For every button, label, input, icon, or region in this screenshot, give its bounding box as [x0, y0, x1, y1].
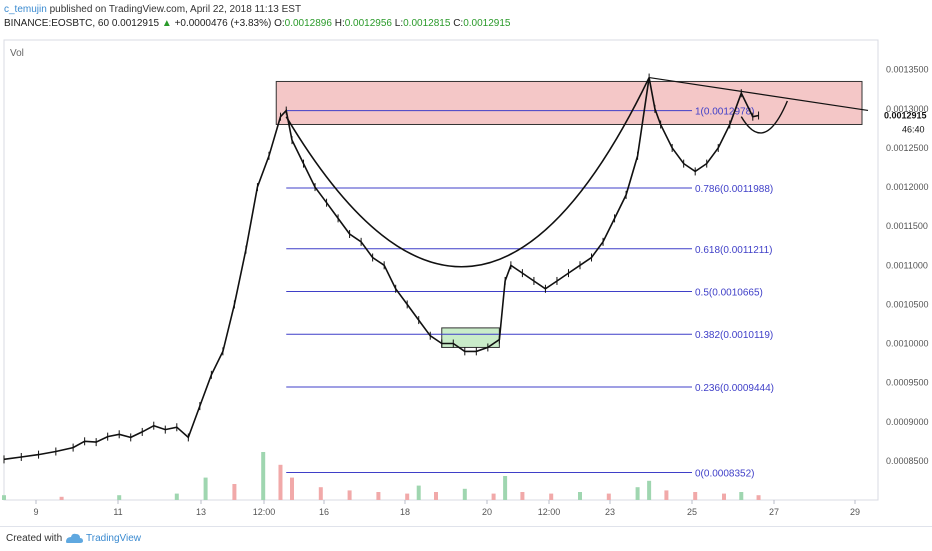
volume-bar [318, 487, 323, 500]
x-tick-label: 12:00 [538, 507, 561, 517]
y-tick-label: 0.0010000 [886, 339, 929, 349]
volume-bar [347, 490, 352, 500]
volume-bar [664, 490, 669, 500]
tradingview-brand[interactable]: TradingView [86, 533, 142, 544]
open-value: 0.0012896 [284, 18, 332, 29]
high-label: H: [334, 18, 345, 29]
change-value: +0.0000476 (+3.83%) [174, 18, 272, 29]
cup-curve [285, 77, 650, 268]
volume-bar [278, 464, 283, 500]
volume-bar [462, 488, 467, 500]
y-tick-label: 0.0012000 [886, 182, 929, 192]
volume-bar [635, 487, 640, 500]
y-tick-label: 0.0008500 [886, 456, 929, 466]
x-tick-label: 12:00 [253, 507, 276, 517]
high-value: 0.0012956 [344, 18, 392, 29]
fib-label: 0.5(0.0010665) [695, 288, 763, 299]
fib-label: 0.382(0.0010119) [695, 330, 773, 341]
volume-bar [491, 493, 496, 500]
created-with-text: Created with [6, 533, 63, 544]
volume-bar [416, 485, 421, 500]
price-line [3, 77, 759, 461]
volume-bar [2, 495, 6, 500]
y-tick-label: 0.0010500 [886, 299, 929, 309]
fib-label: 0(0.0008352) [695, 468, 755, 479]
x-tick-label: 27 [769, 507, 779, 517]
fib-label: 0.618(0.0011211) [695, 245, 772, 256]
volume-bar [290, 477, 294, 500]
x-tick-label: 16 [319, 507, 329, 517]
volume-bar [174, 493, 179, 500]
price-chart[interactable]: Vol 1(0.0012978) 0.786(0.0011988) 0.618(0.… [0, 34, 932, 526]
x-tick-label: 29 [850, 507, 860, 517]
volume-bar [232, 484, 237, 500]
tradingview-logo-icon [66, 533, 83, 543]
x-tick-label: 18 [400, 507, 410, 517]
author-name[interactable]: c_temujin [4, 4, 47, 15]
x-tick-label: 13 [196, 507, 206, 517]
volume-bar [203, 477, 208, 500]
low-label: L: [394, 18, 404, 29]
y-tick-label: 0.0013000 [886, 104, 929, 114]
low-value: 0.0012815 [403, 18, 451, 29]
volume-bar [647, 480, 652, 500]
last-price-label: 0.0012915 [884, 110, 927, 120]
y-tick-label: 0.0011500 [886, 221, 928, 231]
indicator-label: Vol [10, 48, 24, 59]
volume-bar [503, 476, 508, 500]
footer: Created with TradingView [0, 526, 932, 551]
fib-label: 1(0.0012978) [695, 107, 755, 118]
volume-bar [376, 492, 381, 500]
volume-bar [434, 492, 438, 500]
x-tick-label: 11 [113, 507, 122, 517]
volume-bar [405, 493, 410, 500]
close-label: C: [453, 18, 464, 29]
publish-line: c_temujin published on TradingView.com, … [4, 4, 301, 15]
symbol-label: BINANCE:EOSBTC, 60 [4, 18, 110, 29]
volume-bar [606, 493, 611, 500]
volume-bar [722, 493, 726, 500]
y-tick-label: 0.0013500 [886, 65, 929, 75]
volume-bar [59, 496, 64, 500]
volume-bar [693, 492, 698, 500]
published-text: published on TradingView.com, April 22, … [49, 4, 302, 15]
volume-bar [117, 495, 122, 500]
x-tick-label: 25 [687, 507, 697, 517]
volume-bar [520, 492, 525, 500]
up-arrow-icon: ▲ [161, 18, 172, 29]
volume-bar [549, 493, 554, 500]
volume-bar [739, 492, 744, 500]
trendline [649, 76, 869, 112]
handle-curve [740, 100, 789, 134]
y-tick-label: 0.0009000 [886, 417, 929, 427]
fib-label: 0.236(0.0009444) [695, 383, 774, 394]
volume-bar [261, 452, 266, 500]
open-label: O: [274, 18, 285, 29]
resistance-zone [275, 80, 863, 125]
y-tick-label: 0.0012500 [886, 143, 929, 153]
y-tick-label: 0.0011000 [886, 260, 928, 270]
y-tick-label: 0.0009500 [886, 378, 929, 388]
last-value: 0.0012915 [111, 18, 160, 29]
countdown-label: 46:40 [902, 124, 925, 134]
fib-label: 0.786(0.0011988) [695, 184, 773, 195]
x-tick-label: 20 [482, 507, 492, 517]
close-value: 0.0012915 [463, 18, 511, 29]
ohlc-line: BINANCE:EOSBTC, 60 0.0012915 ▲ +0.000047… [4, 18, 510, 29]
x-tick-label: 9 [33, 507, 38, 517]
volume-bar [578, 492, 582, 500]
volume-bar [756, 495, 761, 500]
chart-header: c_temujin published on TradingView.com, … [0, 0, 932, 34]
x-tick-label: 23 [605, 507, 615, 517]
